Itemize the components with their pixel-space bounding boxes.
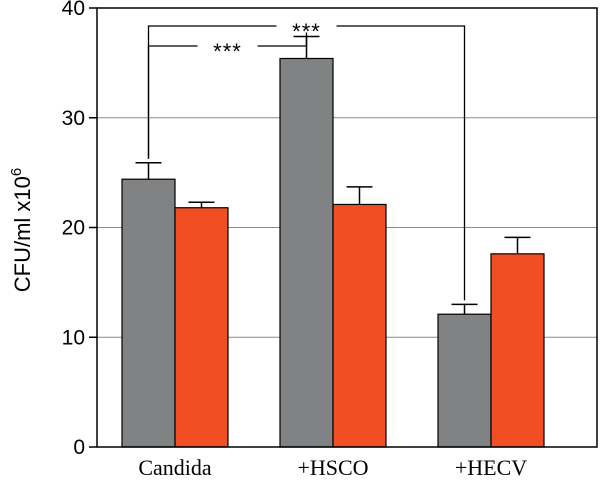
y-tick-label: 10 (62, 326, 85, 349)
x-category-label: +HECV (455, 455, 527, 480)
y-tick-label: 30 (62, 107, 85, 130)
bar-gray-candida (121, 178, 176, 448)
y-tick-label: 40 (62, 0, 85, 20)
significance-label: *** (213, 39, 242, 64)
significance-annotations: *** *** (147, 19, 466, 301)
bar-orange-hecv (490, 253, 545, 448)
y-axis-title-main: CFU/ml x10 (10, 176, 35, 292)
error-bars (135, 35, 531, 315)
bar-orange-candida (174, 207, 229, 448)
bar-orange-hsco (332, 203, 387, 448)
y-tick-label: 0 (73, 436, 85, 459)
x-category-label: +HSCO (297, 455, 368, 480)
significance-label: *** (292, 19, 321, 44)
significance-bracket (147, 25, 466, 301)
bars (121, 57, 545, 448)
y-axis-title: CFU/ml x106 (8, 168, 35, 292)
y-axis-title-exponent: 6 (8, 168, 25, 176)
y-tick-label: 20 (62, 217, 85, 240)
x-axis-labels: Candida +HSCO +HECV (138, 455, 527, 480)
x-category-label: Candida (138, 455, 212, 480)
bar-gray-hsco (279, 57, 334, 448)
bar-gray-hecv (437, 313, 492, 448)
y-axis-ticks: 0 10 20 30 40 (62, 0, 97, 459)
